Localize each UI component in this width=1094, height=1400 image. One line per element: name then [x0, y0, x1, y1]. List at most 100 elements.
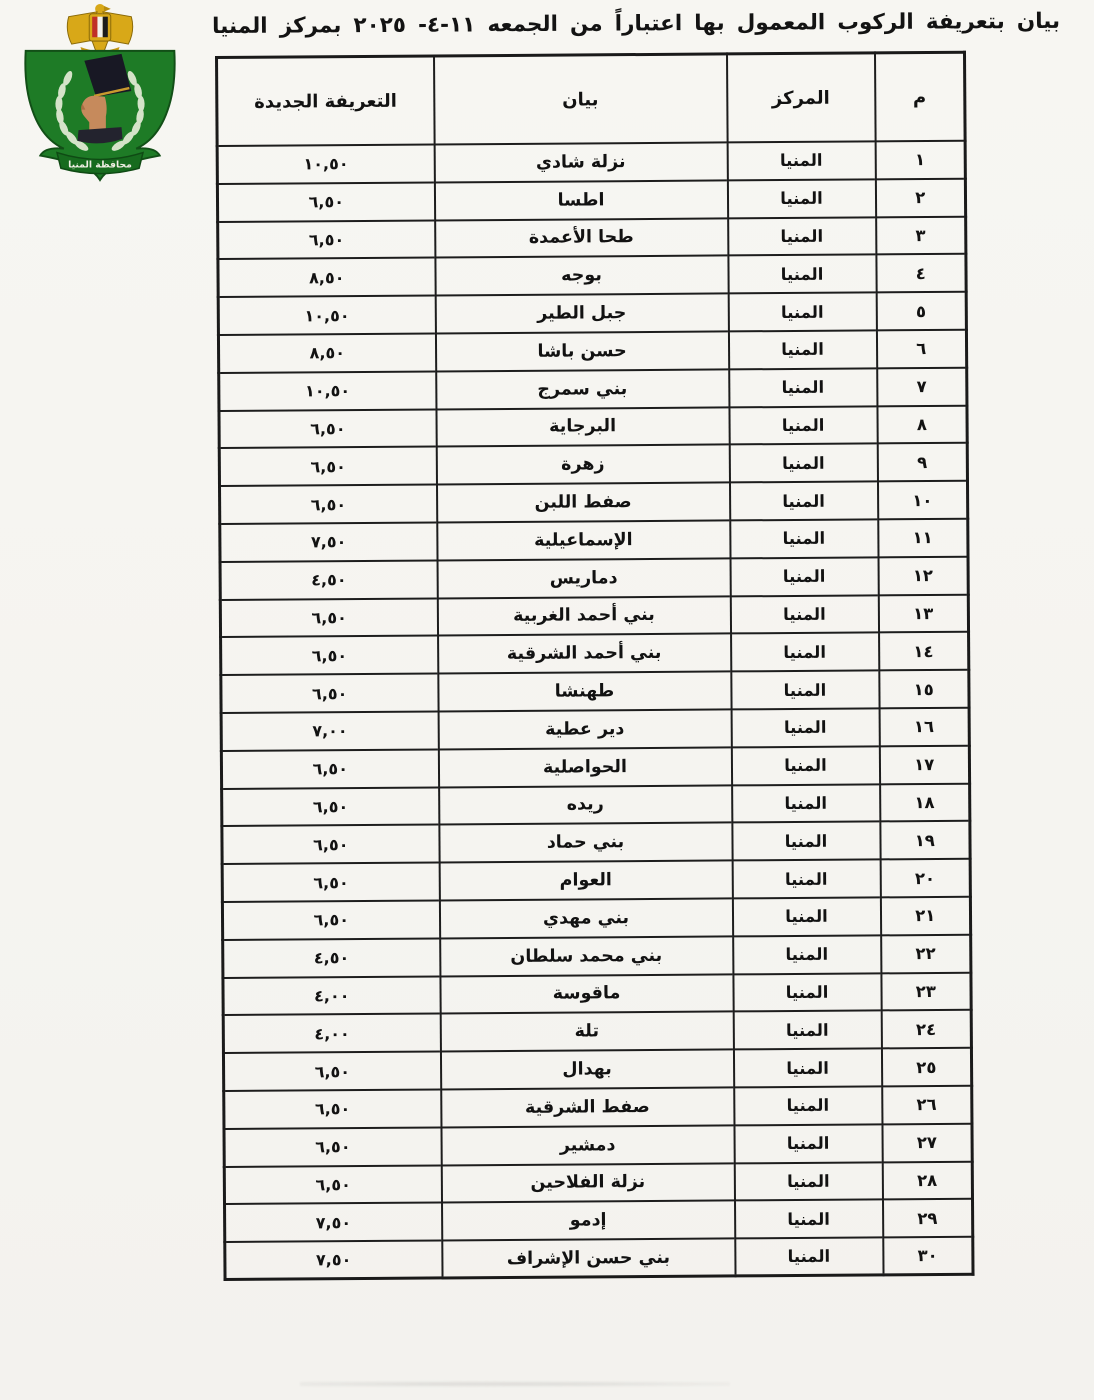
cell-place-name: بني محمد سلطان [439, 936, 733, 976]
cell-center: المنيا [733, 1124, 883, 1163]
cell-row-number: ٢٠ [880, 858, 971, 898]
cell-center: المنيا [727, 141, 876, 181]
cell-new-fare: ١٠,٥٠ [218, 371, 436, 411]
cell-center: المنيا [732, 972, 882, 1012]
cell-new-fare: ٦,٥٠ [219, 484, 437, 524]
table-row: ٨ المنيا البرجاية ٦,٥٠ [218, 405, 968, 449]
cell-place-name: بني مهدي [439, 898, 733, 939]
cell-new-fare: ٦,٥٠ [222, 862, 440, 902]
cell-center: المنيا [730, 594, 879, 634]
cell-center: المنيا [731, 821, 881, 861]
cell-place-name: دماريس [437, 558, 731, 599]
cell-place-name: بوجه [434, 255, 729, 296]
cell-place-name: طحا الأعمدة [434, 218, 728, 258]
cell-new-fare: ٦,٥٠ [217, 220, 435, 260]
cell-row-number: ٢٩ [882, 1199, 973, 1238]
cell-place-name: دير عطية [438, 709, 732, 750]
cell-row-number: ٤ [875, 254, 967, 293]
cell-place-name: صفط اللبن [436, 482, 730, 523]
cell-row-number: ٢٥ [881, 1047, 972, 1087]
cell-row-number: ١١ [877, 518, 969, 558]
cell-center: المنيا [728, 292, 877, 332]
cell-new-fare: ٤,٠٠ [223, 1013, 441, 1054]
cell-place-name: الحواصلية [438, 747, 732, 788]
scan-artifact [300, 1380, 730, 1388]
col-header-statement: بيان [433, 53, 728, 145]
cell-center: المنيا [730, 670, 880, 710]
table-row: ٤ المنيا بوجه ٨,٥٠ [217, 254, 967, 298]
cell-row-number: ١٧ [879, 745, 970, 784]
cell-new-fare: ٦,٥٠ [222, 900, 440, 940]
cell-row-number: ٢ [875, 178, 966, 217]
cell-row-number: ١٠ [877, 480, 968, 520]
laurel-wreath [55, 71, 145, 151]
table-row: ١٢ المنيا دماريس ٤,٥٠ [220, 556, 969, 600]
logo-caption: محافظة المنيا [68, 159, 132, 170]
col-header-fare: التعريفة الجديدة [216, 55, 435, 146]
cell-place-name: صفط الشرقية [440, 1087, 734, 1128]
table-row: ٧ المنيا بني سمرج ١٠,٥٠ [218, 367, 967, 411]
cell-new-fare: ١٠,٥٠ [217, 144, 435, 184]
table-row: ١٧ المنيا الحواصلية ٦,٥٠ [221, 745, 970, 789]
cell-new-fare: ٧,٥٠ [224, 1202, 442, 1243]
cell-row-number: ٩ [877, 443, 968, 482]
cell-center: المنيا [731, 746, 880, 785]
table-row: ٢٩ المنيا إدمو ٧,٥٠ [224, 1199, 973, 1243]
table-row: ١٠ المنيا صفط اللبن ٦,٥٠ [219, 480, 968, 524]
cell-center: المنيا [728, 368, 877, 407]
cell-place-name: اطسا [434, 180, 728, 221]
cell-new-fare: ٧,٥٠ [219, 522, 438, 562]
cell-new-fare: ٦,٥٠ [223, 1127, 442, 1167]
cell-place-name: بني أحمد الغربية [437, 595, 731, 636]
cell-center: المنيا [732, 859, 881, 899]
cell-new-fare: ٤,٥٠ [222, 938, 440, 978]
table-row: ٢٤ المنيا تلة ٤,٠٠ [223, 1010, 972, 1054]
cell-new-fare: ٤,٥٠ [220, 560, 438, 600]
cell-center: المنيا [734, 1161, 883, 1201]
table-row: ٣٠ المنيا بني حسن الإشراف ٧,٥٠ [224, 1236, 974, 1280]
cell-new-fare: ٨,٥٠ [218, 333, 436, 373]
cell-row-number: ٢٨ [882, 1161, 973, 1200]
cell-row-number: ١٩ [879, 821, 971, 860]
cell-center: المنيا [729, 443, 878, 483]
cell-place-name: طهنشا [437, 671, 732, 712]
fare-table-body: ١ المنيا نزلة شادي ١٠,٥٠ ٢ المنيا اطسا ٦… [217, 140, 974, 1280]
nefertiti-bust-icon [77, 53, 132, 144]
table-row: ١ المنيا نزلة شادي ١٠,٥٠ [217, 140, 966, 184]
cell-place-name: ماقوسة [439, 973, 734, 1014]
cell-place-name: جبل الطير [435, 293, 729, 334]
cell-place-name: بهدال [440, 1049, 734, 1090]
table-row: ١٩ المنيا بني حماد ٦,٥٠ [221, 821, 971, 865]
table-row: ٥ المنيا جبل الطير ١٠,٥٠ [218, 291, 967, 335]
cell-new-fare: ٦,٥٠ [223, 1089, 441, 1129]
cell-new-fare: ٧,٥٠ [224, 1240, 443, 1280]
table-row: ٩ المنيا زهرة ٦,٥٠ [219, 443, 968, 487]
governorate-crest-graphic: محافظة المنيا [24, 3, 176, 182]
cell-row-number: ٥ [876, 291, 967, 331]
table-row: ٢١ المنيا بني مهدي ٦,٥٠ [222, 896, 971, 940]
cell-place-name: الإسماعيلية [436, 520, 731, 561]
cell-row-number: ٧ [876, 367, 967, 406]
cell-new-fare: ٦,٥٠ [220, 598, 438, 638]
cell-center: المنيا [734, 1199, 883, 1239]
cell-place-name: إدمو [441, 1200, 735, 1241]
cell-row-number: ٨ [876, 405, 968, 444]
cell-center: المنيا [730, 557, 879, 596]
table-row: ١١ المنيا الإسماعيلية ٧,٥٠ [219, 518, 969, 562]
table-row: ١٤ المنيا بني أحمد الشرقية ٦,٥٠ [220, 632, 969, 676]
cell-row-number: ٢٤ [881, 1010, 972, 1049]
cell-new-fare: ٦,٥٠ [221, 787, 439, 827]
cell-new-fare: ١٠,٥٠ [218, 295, 436, 335]
cell-row-number: ٢٣ [880, 972, 972, 1011]
document-title: بيان بتعريفة الركوب المعمول بها اعتباراً… [212, 8, 1061, 39]
cell-new-fare: ٦,٥٠ [217, 182, 435, 222]
cell-place-name: بني سمرج [435, 369, 729, 410]
cell-place-name: بني حماد [438, 822, 733, 863]
cell-center: المنيا [730, 632, 879, 672]
cell-new-fare: ٨,٥٠ [217, 257, 436, 298]
table-row: ٢٥ المنيا بهدال ٦,٥٠ [223, 1047, 972, 1091]
cell-center: المنيا [729, 481, 878, 521]
cell-row-number: ٢٧ [881, 1123, 973, 1162]
cell-row-number: ١٥ [878, 669, 970, 709]
